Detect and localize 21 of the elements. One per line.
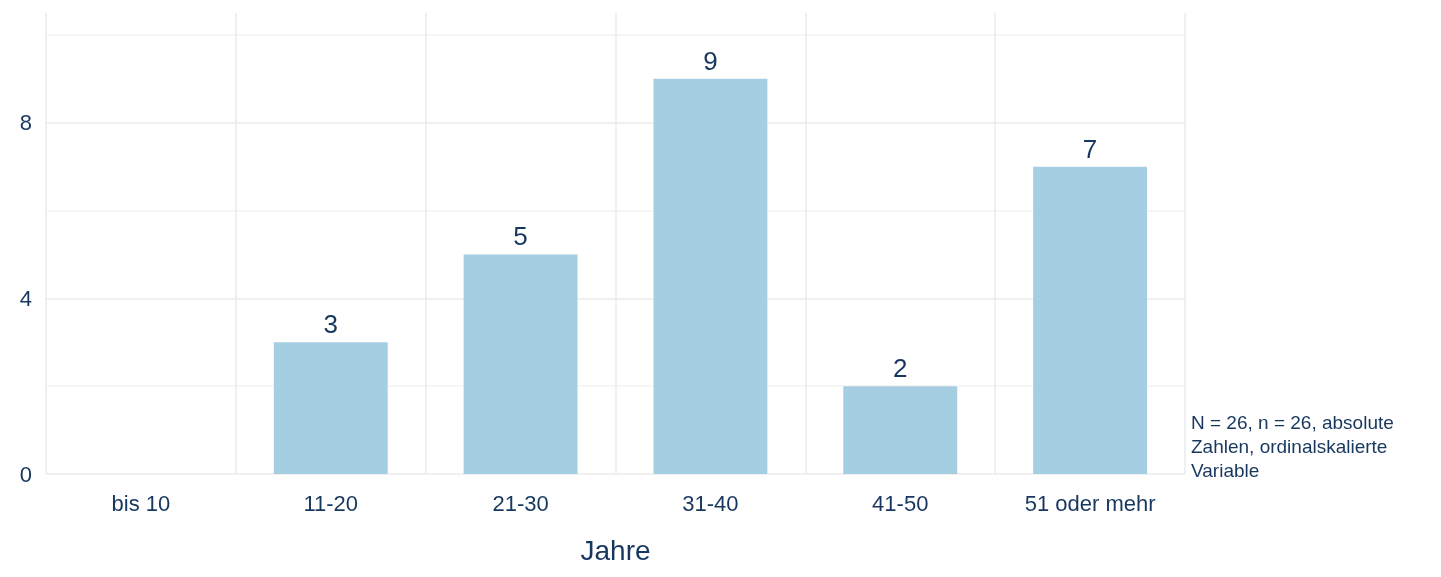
- bar: [653, 78, 768, 474]
- data-label: 2: [893, 353, 908, 384]
- x-tick-label: 11-20: [303, 490, 359, 516]
- bar: [273, 342, 388, 474]
- y-tick-label: 4: [19, 285, 32, 311]
- x-tick-label: 51 oder mehr: [1024, 490, 1156, 516]
- y-tick-label: 8: [19, 110, 32, 136]
- data-label: 3: [323, 309, 338, 340]
- data-label: 9: [703, 45, 718, 76]
- x-tick-label: 21-30: [492, 490, 549, 516]
- bar: [463, 254, 578, 474]
- x-tick-label: bis 10: [111, 490, 171, 516]
- bar: [843, 386, 958, 474]
- x-axis-title: Jahre: [580, 534, 651, 566]
- y-tick-label: 0: [19, 461, 32, 487]
- x-tick-label: 41-50: [872, 490, 929, 516]
- data-label: 7: [1082, 133, 1098, 164]
- bar: [1033, 166, 1148, 474]
- text: N = 26, n = 26, absolute Zahlen, ordinalskalierte Variable: [1191, 411, 1400, 481]
- x-tick-label: 31-40: [682, 490, 739, 516]
- data-label: 5: [513, 221, 528, 252]
